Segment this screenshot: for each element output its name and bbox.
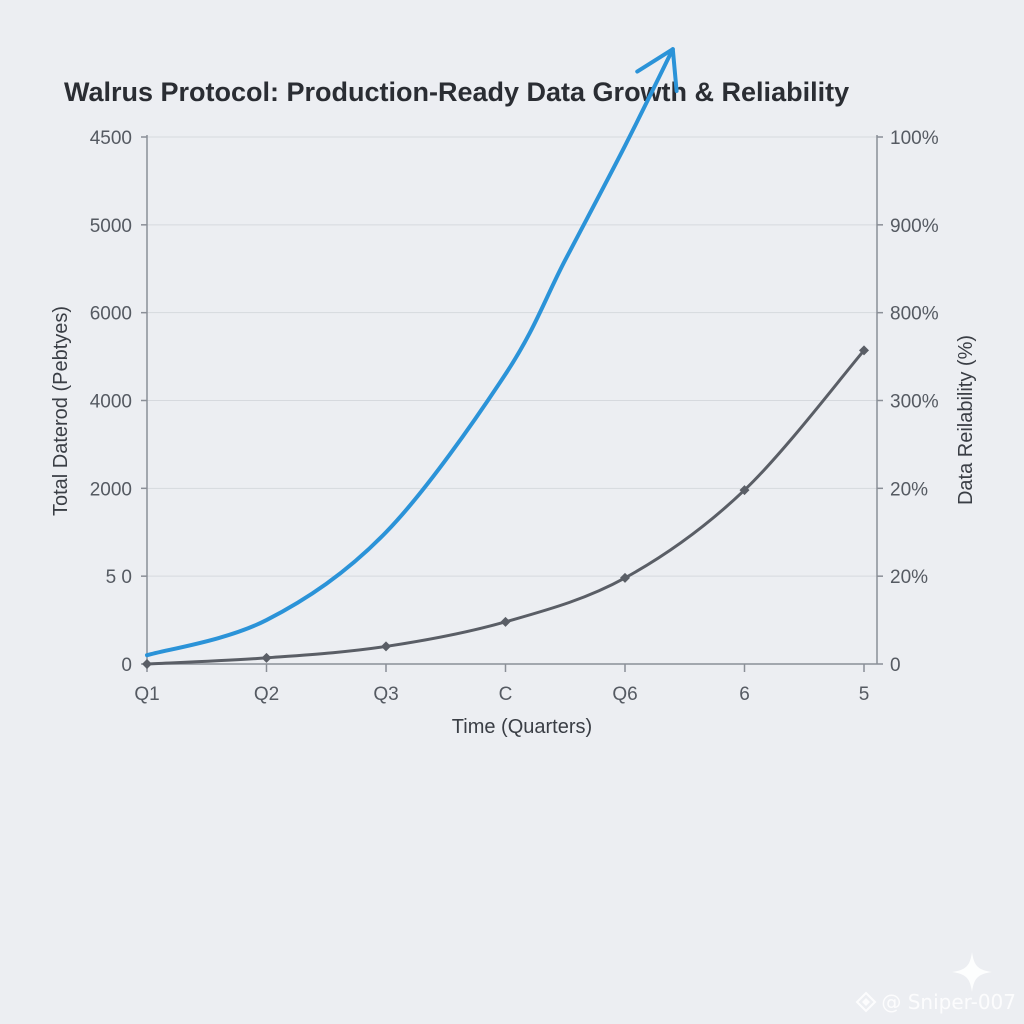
series (142, 47, 869, 669)
x-tick-label: Q3 (373, 684, 398, 705)
arrow-head (635, 47, 679, 93)
y-tick-label: 5000 (90, 216, 132, 237)
y2-axis-label: Data Reilability (%) (955, 335, 977, 505)
x-tick-label: Q2 (254, 684, 279, 705)
y2-tick-label: 900% (890, 216, 939, 237)
tick-labels: 4500 100% 5000 900% 6000 800% 4000 300% 2000 20% 5… (90, 128, 939, 705)
y-tick-label: 4500 (90, 128, 132, 149)
axes (146, 135, 878, 665)
y2-tick-label: 0 (890, 655, 901, 676)
y2-tick-label: 800% (890, 304, 939, 325)
y-tick-label: 5 0 (106, 567, 132, 588)
data-point (261, 652, 272, 663)
y2-tick-label: 20% (890, 479, 928, 500)
data-point (620, 572, 630, 583)
watermark-text: @ Sniper-007 (881, 990, 1016, 1014)
x-tick-label: 5 (859, 684, 870, 705)
watermark: @ Sniper-007 (855, 990, 1016, 1014)
y-axis-label: Total Daterod (Pebtyes) (50, 306, 72, 516)
y2-tick-label: 20% (890, 567, 928, 588)
chart-title: Walrus Protocol: Production-Ready Data G… (64, 77, 849, 107)
y-tick-label: 4000 (90, 392, 132, 413)
data-point (859, 345, 869, 356)
series-line-0 (145, 47, 675, 658)
y-tick-label: 6000 (90, 304, 132, 325)
x-tick-label: 6 (739, 684, 750, 705)
y2-tick-label: 100% (890, 128, 939, 149)
x-tick-label: Q6 (612, 684, 637, 705)
y-tick-label: 0 (121, 655, 132, 676)
diamond-logo-icon (855, 991, 877, 1013)
data-point (381, 641, 391, 652)
sparkle-icon (952, 952, 992, 992)
x-tick-label: Q1 (134, 684, 159, 705)
y-tick-label: 2000 (90, 479, 132, 500)
data-point (500, 616, 511, 627)
data-point (142, 659, 152, 669)
x-tick-label: C (499, 684, 513, 705)
data-point (739, 485, 750, 496)
x-axis-label: Time (Quarters) (452, 716, 592, 738)
grid (147, 136, 877, 577)
y2-tick-label: 300% (890, 392, 939, 413)
